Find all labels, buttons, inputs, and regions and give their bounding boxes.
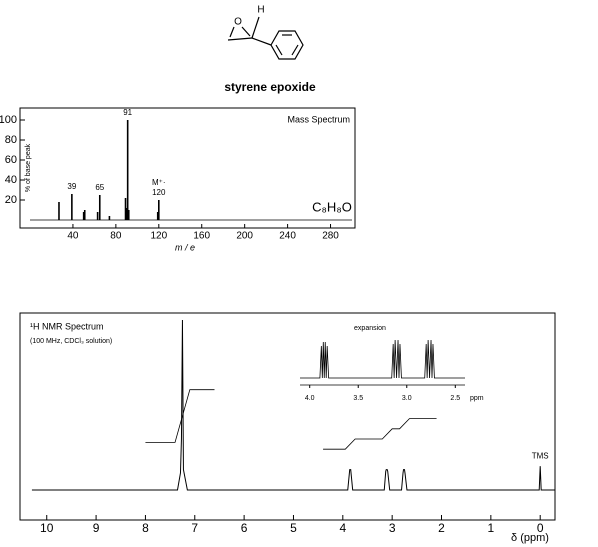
inset-x-tick-label: 3.0 bbox=[402, 395, 412, 402]
inset-spectrum bbox=[300, 339, 465, 379]
x-tick-label: 120 bbox=[150, 231, 167, 242]
x-tick-label: 2 bbox=[438, 521, 445, 535]
ms-y-label: % of base peak bbox=[25, 143, 32, 192]
spectrum bbox=[31, 319, 555, 491]
y-tick-label: 100 bbox=[0, 114, 17, 126]
x-tick-label: 0 bbox=[537, 521, 544, 535]
x-tick-label: 80 bbox=[110, 231, 122, 242]
x-tick-label: 7 bbox=[191, 521, 198, 535]
ms-title: Mass Spectrum bbox=[287, 114, 350, 124]
x-tick-label: 9 bbox=[93, 521, 100, 535]
x-tick-label: 280 bbox=[322, 231, 339, 242]
atom-label: H bbox=[257, 5, 264, 16]
inset-x-label: ppm bbox=[470, 395, 484, 402]
x-tick-label: 240 bbox=[279, 231, 296, 242]
integral-curve bbox=[145, 389, 437, 450]
x-tick-label: 3 bbox=[389, 521, 396, 535]
ms-formula: C₈H₈O bbox=[312, 199, 352, 214]
x-tick-label: 160 bbox=[193, 231, 210, 242]
x-tick-label: 6 bbox=[241, 521, 248, 535]
nmr-x-label: δ (ppm) bbox=[511, 532, 549, 544]
nmr-frame bbox=[19, 312, 556, 521]
peak-label: 65 bbox=[95, 183, 104, 192]
ms-x-label: m / e bbox=[175, 242, 195, 252]
x-tick-label: 200 bbox=[236, 231, 253, 242]
y-tick-label: 20 bbox=[5, 194, 17, 206]
compound-name: styrene epoxide bbox=[224, 80, 316, 94]
nmr-title: ¹H NMR Spectrum bbox=[30, 321, 104, 331]
x-tick-label: 40 bbox=[67, 231, 79, 242]
x-tick-label: 5 bbox=[290, 521, 297, 535]
peak-label: 91 bbox=[123, 108, 132, 117]
structure bbox=[227, 16, 304, 60]
x-tick-label: 10 bbox=[40, 521, 54, 535]
x-tick-label: 4 bbox=[339, 521, 346, 535]
peak-label: M⁺· bbox=[152, 178, 166, 187]
peak-label: 39 bbox=[67, 182, 76, 191]
peak-label: 120 bbox=[152, 188, 166, 197]
y-tick-label: 40 bbox=[5, 174, 17, 186]
atom-label: O bbox=[234, 17, 242, 28]
x-tick-label: 1 bbox=[488, 521, 495, 535]
inset-title: expansion bbox=[354, 325, 386, 332]
inset-x-tick-label: 2.5 bbox=[450, 395, 460, 402]
y-tick-label: 80 bbox=[5, 134, 17, 146]
x-tick-label: 8 bbox=[142, 521, 149, 535]
peak-label: TMS bbox=[532, 451, 549, 460]
inset-x-tick-label: 3.5 bbox=[353, 395, 363, 402]
y-tick-label: 60 bbox=[5, 154, 17, 166]
ms-frame bbox=[19, 107, 356, 229]
inset-x-tick-label: 4.0 bbox=[305, 395, 315, 402]
nmr-subtitle: (100 MHz, CDCl₃ solution) bbox=[30, 338, 112, 345]
